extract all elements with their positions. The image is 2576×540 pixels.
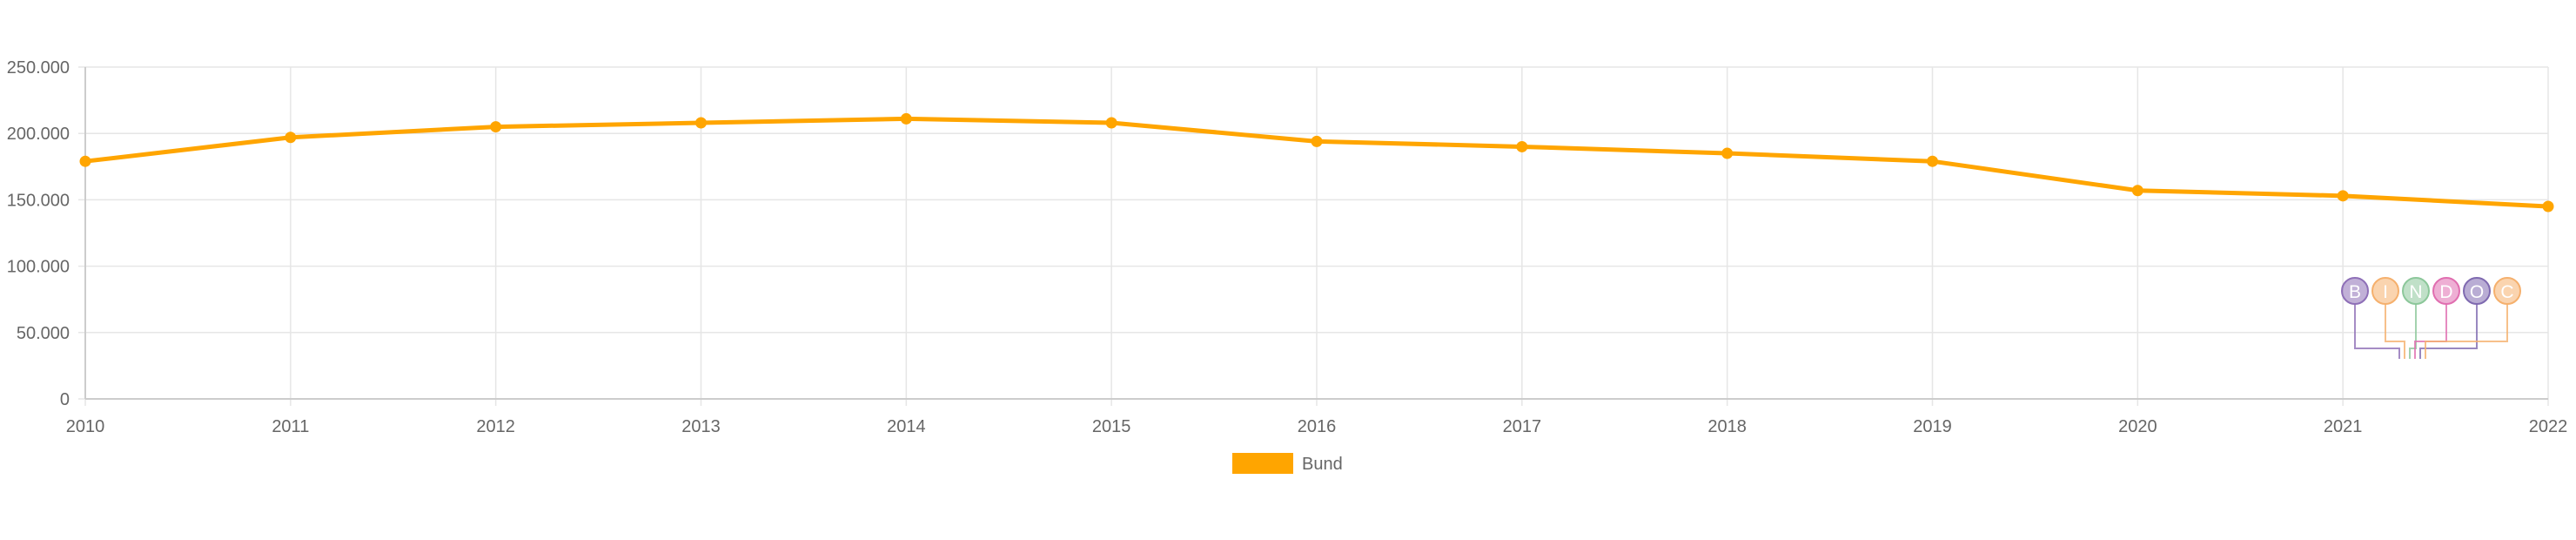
logo-letter: D bbox=[2439, 282, 2452, 302]
x-tick-label: 2020 bbox=[2118, 417, 2157, 436]
logo-letter: I bbox=[2383, 282, 2388, 302]
logo-connector bbox=[2354, 304, 2400, 359]
data-point bbox=[695, 117, 707, 129]
logo-letter: O bbox=[2470, 282, 2484, 302]
legend-swatch-bund[interactable] bbox=[1232, 453, 1293, 474]
logo-letter: N bbox=[2409, 282, 2422, 302]
logo-letter: C bbox=[2500, 282, 2513, 302]
logo-connector bbox=[2385, 304, 2405, 359]
logo-letter: B bbox=[2349, 282, 2361, 302]
y-tick-label: 250.000 bbox=[7, 58, 70, 78]
y-tick-labels: 0 50.000 100.000 150.000 200.000 250.000 bbox=[7, 58, 70, 409]
data-point bbox=[1516, 140, 1528, 152]
x-tick-label: 2019 bbox=[1913, 417, 1952, 436]
data-point bbox=[2542, 200, 2554, 213]
data-point bbox=[490, 121, 502, 133]
y-tick-label: 0 bbox=[60, 390, 70, 409]
x-tick-label: 2014 bbox=[887, 417, 926, 436]
y-tick-label: 100.000 bbox=[7, 258, 70, 277]
x-tick-label: 2018 bbox=[1707, 417, 1747, 436]
logo-connector bbox=[2425, 304, 2508, 359]
x-tick-label: 2015 bbox=[1092, 417, 1131, 436]
data-point bbox=[79, 155, 91, 167]
x-tick-label: 2017 bbox=[1503, 417, 1542, 436]
x-tick-label: 2022 bbox=[2529, 417, 2568, 436]
x-tick-label: 2010 bbox=[66, 417, 105, 436]
y-tick-label: 150.000 bbox=[7, 191, 70, 210]
data-point bbox=[1927, 155, 1938, 167]
data-point bbox=[2131, 185, 2143, 197]
data-point bbox=[1311, 135, 1323, 147]
data-point bbox=[900, 112, 912, 125]
data-point bbox=[1721, 147, 1734, 159]
data-points bbox=[79, 112, 2554, 213]
legend[interactable]: Bund bbox=[1232, 453, 1343, 474]
data-point bbox=[285, 132, 297, 144]
logo-connector bbox=[2419, 304, 2478, 359]
y-tick-label: 50.000 bbox=[17, 324, 70, 343]
y-tick-label: 200.000 bbox=[7, 125, 70, 144]
x-tick-labels: 2010 2011 2012 2013 2014 2015 2016 2017 2018 2019… bbox=[66, 417, 2568, 436]
data-point bbox=[2337, 190, 2349, 202]
x-tick-label: 2021 bbox=[2324, 417, 2363, 436]
x-tick-label: 2013 bbox=[681, 417, 721, 436]
x-tick-label: 2016 bbox=[1298, 417, 1337, 436]
axes bbox=[84, 67, 2548, 400]
legend-label-bund[interactable]: Bund bbox=[1302, 455, 1343, 474]
logo-connector bbox=[2409, 304, 2417, 359]
x-tick-label: 2011 bbox=[272, 417, 309, 436]
grid-lines bbox=[78, 66, 2549, 406]
data-point bbox=[1105, 117, 1117, 129]
x-tick-label: 2012 bbox=[476, 417, 515, 436]
